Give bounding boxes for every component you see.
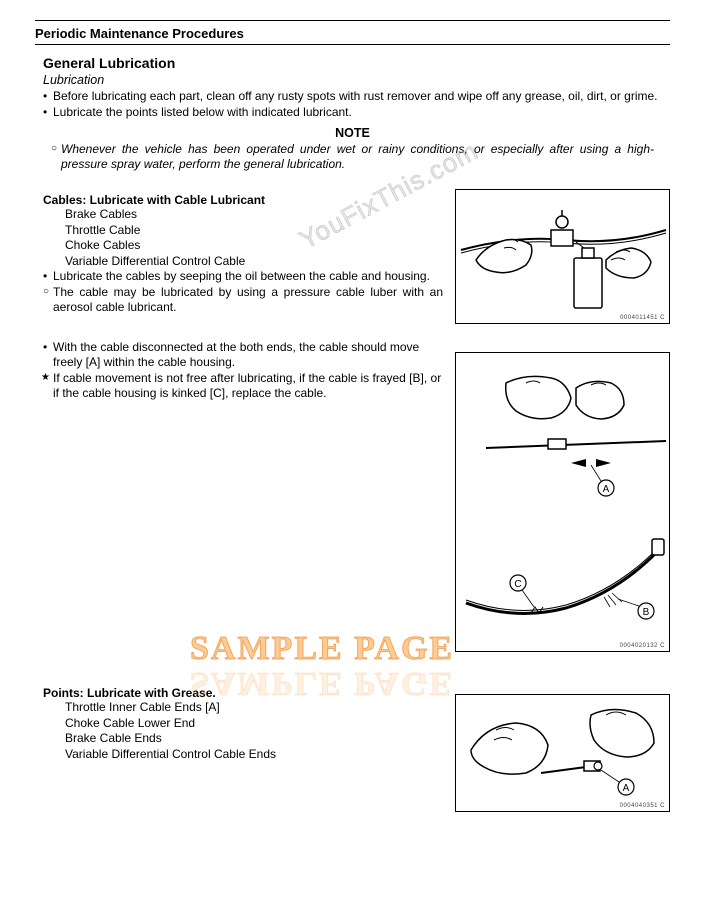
svg-text:A: A — [623, 783, 630, 794]
figure-3: A 0004040351 C — [455, 694, 670, 812]
svg-text:A: A — [603, 484, 610, 495]
cable-item: Variable Differential Control Cable — [65, 254, 443, 270]
cable-check-star: If cable movement is not free after lubr… — [35, 371, 443, 401]
svg-text:C: C — [514, 579, 521, 590]
points-heading: Points: Lubricate with Grease. — [35, 686, 443, 700]
cable-item: Throttle Cable — [65, 223, 443, 239]
cables-heading: Cables: Lubricate with Cable Lubricant — [35, 193, 443, 207]
intro-bullets: Before lubricating each part, clean off … — [35, 89, 670, 120]
note-body: Whenever the vehicle has been operated u… — [51, 142, 670, 172]
cables-bullet-text: Lubricate the cables by seeping the oil … — [43, 269, 443, 284]
intro-bullet-1: Before lubricating each part, clean off … — [43, 89, 670, 104]
svg-text:B: B — [643, 607, 650, 618]
section-title: General Lubrication — [35, 55, 670, 71]
note-body-list: Whenever the vehicle has been operated u… — [35, 142, 670, 172]
note-heading: NOTE — [35, 126, 670, 140]
cables-circle-text: The cable may be lubricated by using a p… — [43, 285, 443, 315]
cables-circle: The cable may be lubricated by using a p… — [35, 285, 443, 315]
figure-1: 0004011451 C — [455, 189, 670, 324]
points-item: Choke Cable Lower End — [65, 716, 443, 732]
cable-item: Brake Cables — [65, 207, 443, 223]
points-items: Throttle Inner Cable Ends [A] Choke Cabl… — [35, 700, 443, 762]
points-item: Variable Differential Control Cable Ends — [65, 747, 443, 763]
subtitle: Lubrication — [35, 73, 670, 87]
cable-check-star-text: If cable movement is not free after lubr… — [43, 371, 443, 401]
intro-bullet-2: Lubricate the points listed below with i… — [43, 105, 670, 120]
page-header: Periodic Maintenance Procedures — [35, 23, 670, 45]
cables-items: Brake Cables Throttle Cable Choke Cables… — [35, 207, 443, 269]
points-item: Brake Cable Ends — [65, 731, 443, 747]
cable-check-bullet-text: With the cable disconnected at the both … — [43, 340, 443, 370]
cable-check-bullet: With the cable disconnected at the both … — [35, 340, 443, 370]
figure-1-code: 0004011451 C — [620, 315, 665, 321]
points-item: Throttle Inner Cable Ends [A] — [65, 700, 443, 716]
figure-2: A B C 0004020132 C — [455, 352, 670, 652]
figure-2-code: 0004020132 C — [620, 643, 665, 649]
cables-bullet: Lubricate the cables by seeping the oil … — [35, 269, 443, 284]
cable-item: Choke Cables — [65, 238, 443, 254]
figure-3-code: 0004040351 C — [620, 803, 665, 809]
